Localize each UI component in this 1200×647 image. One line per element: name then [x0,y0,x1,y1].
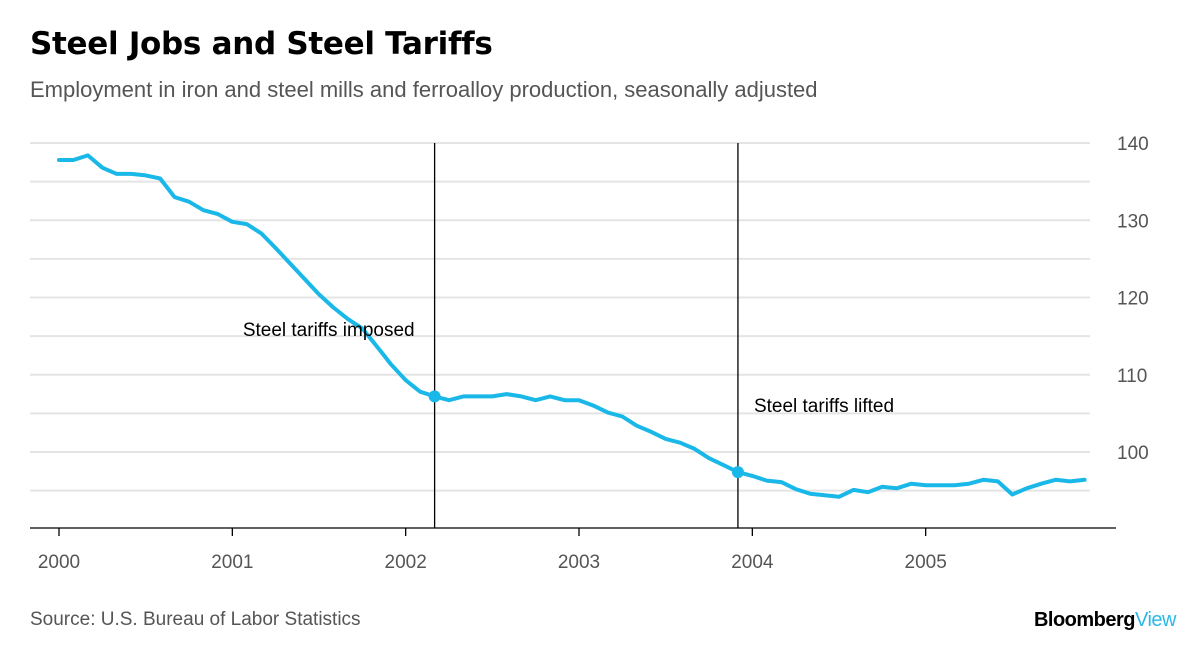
chart-title: Steel Jobs and Steel Tariffs [30,26,493,62]
bloomberg-view-logo: BloombergView [1033,609,1177,632]
logo-brand: Bloomberg [1033,609,1136,631]
y-tick-label-120: 120 [1117,289,1149,310]
logo-suffix: View [1135,609,1177,631]
x-axis [30,527,1116,536]
annotation-lines [433,143,739,528]
y-axis-labels: 100 110 120 130 140 [1117,134,1149,464]
x-tick-label-2004: 2004 [731,552,774,573]
annotation-point-2 [731,466,744,479]
source-note: Source: U.S. Bureau of Labor Statistics [30,609,361,630]
y-tick-label-130: 130 [1117,211,1149,232]
gridlines [30,142,1090,492]
y-tick-label-140: 140 [1117,134,1149,155]
y-tick-label-110: 110 [1117,366,1147,387]
annotation-label-2: Steel tariffs lifted [754,396,894,417]
annotation-labels: Steel tariffs imposed Steel tariffs lifte… [243,320,894,417]
chart-subtitle: Employment in iron and steel mills and f… [30,77,818,102]
series-layer [57,153,1087,499]
y-tick-label-100: 100 [1117,443,1149,464]
annotation-label-1: Steel tariffs imposed [243,320,415,341]
x-tick-label-2003: 2003 [558,552,600,573]
x-axis-labels: 2000 2001 2002 2003 2004 2005 [38,552,947,573]
x-tick-label-2005: 2005 [905,552,947,573]
x-tick-label-2001: 2001 [211,552,253,573]
series-line-1 [57,153,1087,499]
annotation-point-1 [428,390,441,403]
x-tick-label-2000: 2000 [38,552,80,573]
x-tick-label-2002: 2002 [385,552,427,573]
